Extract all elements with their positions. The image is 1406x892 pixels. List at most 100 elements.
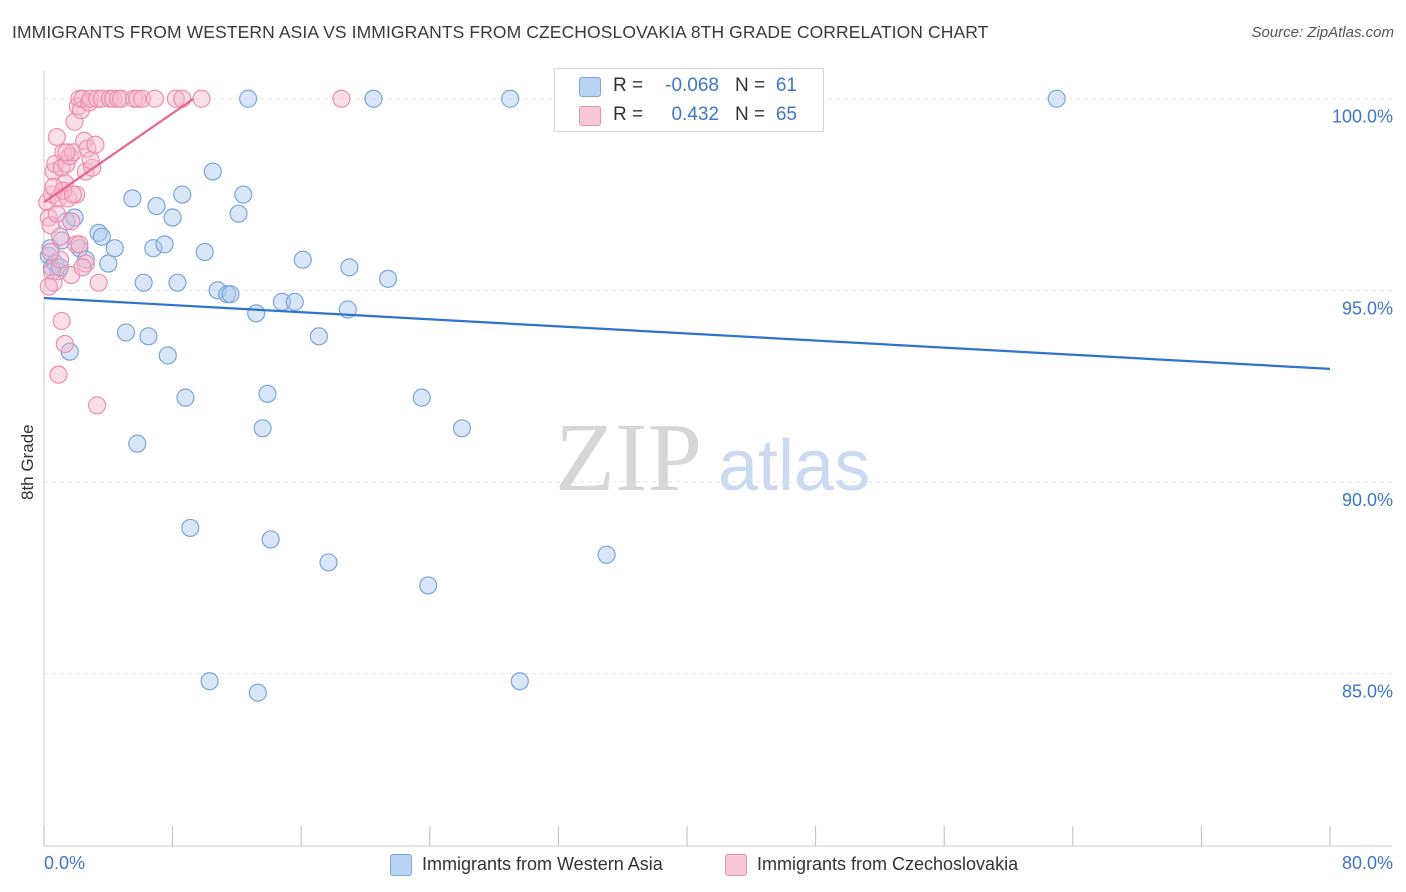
data-point-czechoslovakia	[47, 204, 66, 223]
data-point-western-asia	[195, 242, 214, 262]
data-point-western-asia	[597, 545, 616, 564]
data-point-czechoslovakia	[132, 89, 152, 108]
x-tick-label: 0.0%	[44, 853, 85, 873]
watermark-atlas: atlas	[718, 426, 870, 506]
legend-swatch-blue	[390, 854, 412, 876]
data-point-western-asia	[116, 323, 136, 342]
trend-line-czechoslovakia	[43, 97, 195, 204]
data-point-western-asia	[248, 683, 267, 702]
points-layer	[38, 89, 1066, 702]
data-point-western-asia	[128, 434, 147, 453]
label-layer: 85.0% 90.0% 95.0% 100.0% 0.0% 80.0%	[44, 107, 1393, 873]
data-point-western-asia	[501, 89, 520, 108]
legend-row-czechoslovakia: R = 0.432 N = 65	[555, 100, 823, 130]
data-point-western-asia	[309, 327, 328, 346]
data-point-czechoslovakia	[41, 242, 60, 262]
data-point-western-asia	[319, 553, 338, 572]
data-point-western-asia	[173, 185, 192, 204]
data-point-western-asia	[1047, 89, 1066, 108]
data-point-western-asia	[510, 672, 529, 691]
data-point-czechoslovakia	[62, 212, 81, 231]
data-point-western-asia	[258, 384, 277, 403]
y-tick-label: 100.0%	[1332, 107, 1393, 127]
legend-n-label: N =	[735, 75, 766, 96]
data-point-western-asia	[285, 292, 304, 311]
data-point-czechoslovakia	[86, 135, 105, 154]
grid-layer	[44, 98, 1392, 675]
x-tick-label: 80.0%	[1342, 853, 1393, 873]
data-point-western-asia	[203, 162, 222, 181]
legend-swatch-pink	[725, 854, 747, 876]
data-point-czechoslovakia	[128, 89, 147, 108]
data-point-czechoslovakia	[166, 89, 185, 108]
data-point-czechoslovakia	[145, 89, 165, 108]
legend-row-western-asia: R = -0.068 N = 61	[555, 71, 823, 101]
data-point-western-asia	[293, 250, 312, 269]
y-axis-title: 8th Grade	[18, 424, 37, 500]
data-point-western-asia	[378, 269, 398, 288]
source-label: Source: ZipAtlas.com	[1251, 24, 1394, 41]
data-point-czechoslovakia	[87, 89, 107, 108]
data-point-western-asia	[105, 239, 124, 258]
data-point-czechoslovakia	[49, 365, 68, 384]
data-point-czechoslovakia	[112, 89, 131, 108]
correlation-legend: R = -0.068 N = 61 R = 0.432 N = 65	[554, 68, 824, 132]
data-point-czechoslovakia	[173, 89, 192, 108]
data-point-czechoslovakia	[192, 89, 211, 108]
data-point-western-asia	[229, 204, 248, 223]
data-point-czechoslovakia	[89, 273, 108, 292]
data-point-czechoslovakia	[73, 258, 92, 277]
data-point-western-asia	[168, 273, 187, 292]
data-point-czechoslovakia	[47, 127, 66, 147]
y-tick-label: 90.0%	[1342, 490, 1393, 510]
data-point-western-asia	[412, 388, 431, 407]
legend-label-western-asia: Immigrants from Western Asia	[422, 854, 663, 874]
legend-r-label: R =	[613, 104, 644, 125]
legend-swatch-blue	[579, 77, 601, 97]
legend-r-label: R =	[613, 75, 644, 96]
legend-r-value: -0.068	[665, 75, 719, 96]
data-point-western-asia	[134, 273, 153, 292]
data-point-czechoslovakia	[70, 235, 89, 254]
trend-layer	[43, 97, 1331, 371]
legend-n-label: N =	[735, 104, 766, 125]
series-legend: Immigrants from Western Asia Immigrants …	[0, 850, 1406, 880]
legend-n-value: 61	[775, 75, 797, 96]
data-point-czechoslovakia	[52, 311, 71, 331]
data-point-western-asia	[234, 185, 253, 204]
data-point-western-asia	[163, 208, 182, 227]
data-point-czechoslovakia	[87, 396, 107, 415]
data-point-czechoslovakia	[50, 250, 70, 269]
data-point-czechoslovakia	[55, 334, 74, 354]
data-point-czechoslovakia	[39, 277, 58, 296]
data-point-western-asia	[139, 327, 158, 346]
y-axis-title-wrap: 8th Grade	[18, 424, 38, 600]
data-point-czechoslovakia	[44, 177, 63, 196]
data-point-western-asia	[155, 235, 174, 254]
chart-title: IMMIGRANTS FROM WESTERN ASIA VS IMMIGRAN…	[12, 22, 989, 42]
data-point-western-asia	[419, 576, 438, 595]
data-point-western-asia	[200, 672, 219, 691]
data-point-czechoslovakia	[50, 227, 70, 246]
data-point-czechoslovakia	[63, 143, 83, 162]
data-point-western-asia	[247, 304, 266, 323]
legend-swatch-pink	[579, 106, 601, 126]
data-point-czechoslovakia	[63, 185, 83, 204]
data-point-western-asia	[340, 258, 359, 277]
data-point-western-asia	[364, 89, 383, 108]
data-point-czechoslovakia	[57, 143, 76, 162]
data-point-western-asia	[158, 346, 177, 365]
legend-n-value: 65	[775, 104, 797, 125]
legend-r-value: 0.432	[671, 104, 719, 125]
legend-label-czechoslovakia: Immigrants from Czechoslovakia	[757, 854, 1019, 874]
data-point-western-asia	[261, 530, 280, 549]
data-point-western-asia	[147, 196, 166, 216]
data-point-western-asia	[239, 89, 258, 108]
watermark-zip: ZIP	[555, 404, 702, 512]
data-point-western-asia	[144, 239, 163, 258]
data-point-western-asia	[123, 189, 142, 208]
data-point-western-asia	[92, 227, 111, 246]
data-point-western-asia	[253, 419, 272, 438]
data-point-western-asia	[452, 419, 472, 438]
